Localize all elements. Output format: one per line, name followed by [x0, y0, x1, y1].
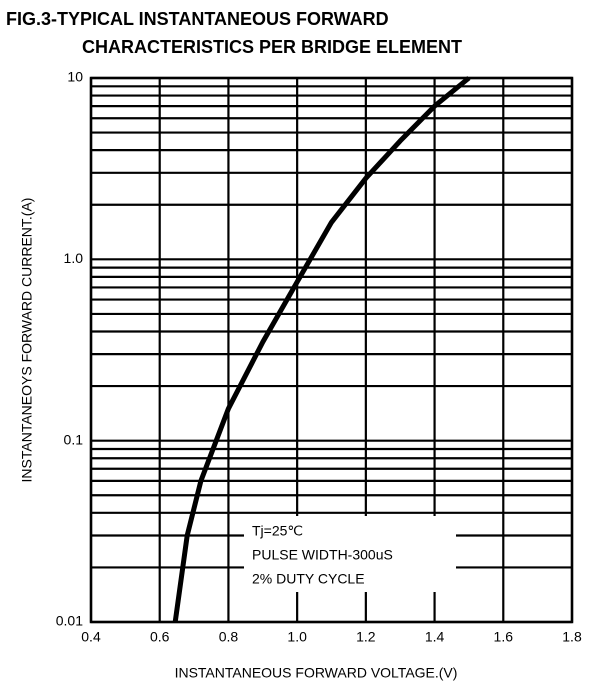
annotation-box [244, 516, 456, 592]
x-tick-label: 1.6 [494, 629, 514, 645]
chart-title: CHARACTERISTICS PER BRIDGE ELEMENT [82, 37, 462, 57]
y-tick-label: 0.1 [64, 431, 84, 447]
x-tick-label: 1.8 [562, 629, 582, 645]
y-tick-label: 1.0 [64, 250, 84, 266]
curve [172, 76, 471, 623]
annotation: 2% DUTY CYCLE [252, 571, 365, 587]
x-tick-label: 0.4 [81, 629, 101, 645]
x-tick-label: 1.2 [356, 629, 376, 645]
x-tick-label: 0.8 [219, 629, 239, 645]
x-tick-label: 1.0 [287, 629, 307, 645]
annotation: Tj=25℃ [252, 523, 303, 539]
annotation: PULSE WIDTH-300uS [252, 547, 393, 563]
y-axis-label: INSTANTANEOYS FORWARD CURRENT.(A) [19, 198, 35, 483]
plot-border [89, 76, 574, 624]
y-tick-label: 0.01 [56, 613, 83, 629]
x-tick-label: 1.4 [425, 629, 445, 645]
chart-title: FIG.3-TYPICAL INSTANTANEOUS FORWARD [6, 9, 389, 29]
y-tick-label: 10 [67, 69, 83, 85]
x-axis-label: INSTANTANEOUS FORWARD VOLTAGE.(V) [175, 665, 458, 681]
x-tick-label: 0.6 [150, 629, 170, 645]
